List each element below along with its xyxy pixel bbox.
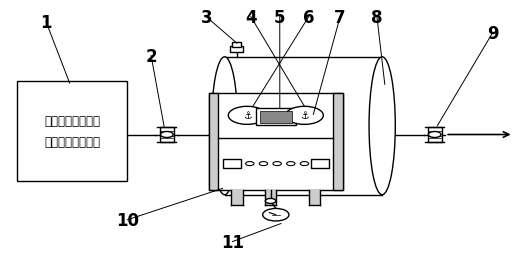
Bar [256, 108, 296, 125]
Bar [260, 112, 291, 123]
Bar [428, 128, 441, 142]
Circle shape [263, 209, 289, 221]
Bar [160, 128, 174, 142]
Bar [231, 190, 243, 205]
Text: 7: 7 [334, 9, 346, 27]
Text: 6: 6 [303, 9, 314, 27]
Circle shape [246, 162, 254, 166]
Text: 3: 3 [201, 9, 212, 27]
Circle shape [273, 162, 281, 166]
Ellipse shape [212, 58, 238, 195]
Bar [333, 94, 343, 190]
Circle shape [161, 132, 173, 138]
Text: 11: 11 [221, 233, 244, 250]
Circle shape [265, 199, 276, 204]
Circle shape [286, 107, 323, 125]
Circle shape [259, 162, 268, 166]
Text: 5: 5 [274, 9, 286, 27]
Text: ⚓: ⚓ [243, 111, 251, 121]
Circle shape [428, 132, 441, 138]
Text: 1: 1 [40, 14, 52, 31]
Bar [209, 94, 218, 190]
Bar [209, 94, 343, 190]
Bar [311, 160, 329, 168]
Bar [17, 81, 127, 181]
Text: 9: 9 [487, 25, 498, 43]
Bar [265, 190, 276, 205]
Bar [224, 58, 382, 195]
Text: 2: 2 [145, 47, 157, 65]
Circle shape [300, 162, 309, 166]
Text: ⚓: ⚓ [300, 111, 309, 121]
Circle shape [228, 107, 266, 125]
Bar [232, 43, 241, 47]
Bar [309, 190, 320, 205]
Bar [230, 47, 243, 53]
Text: 医用分子筛制氧机
或液态氧或瓶装氧: 医用分子筛制氧机 或液态氧或瓶装氧 [44, 114, 100, 148]
Text: 10: 10 [116, 211, 139, 229]
Ellipse shape [369, 58, 395, 195]
Circle shape [314, 162, 322, 166]
Circle shape [287, 162, 295, 166]
Bar [222, 160, 241, 168]
Text: 4: 4 [245, 9, 257, 27]
Text: 8: 8 [371, 9, 383, 27]
